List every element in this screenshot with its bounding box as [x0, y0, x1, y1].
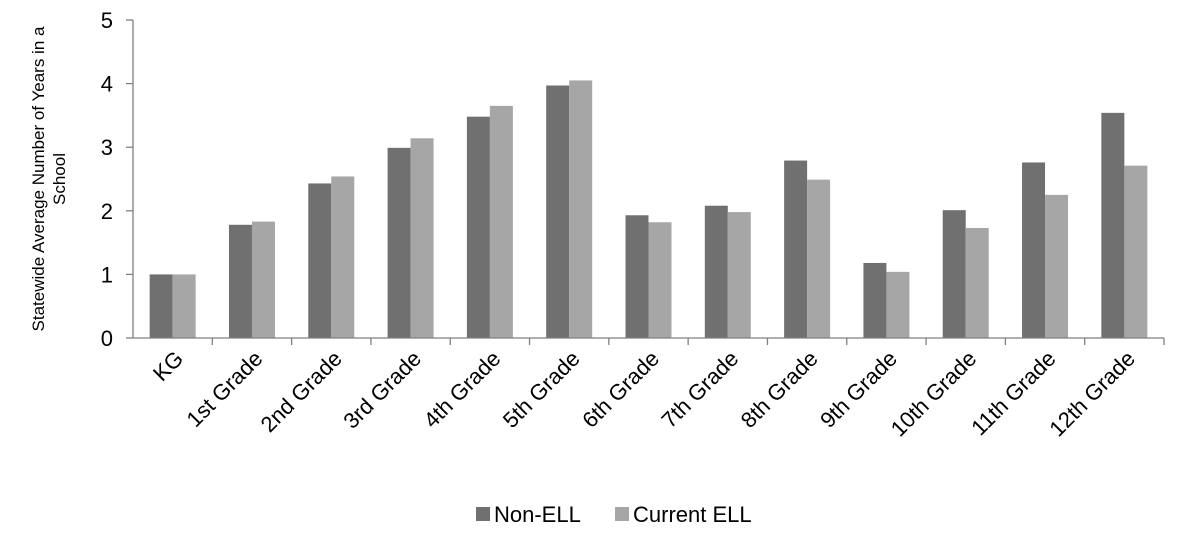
- bar-current-ell: [251, 221, 275, 338]
- bar-current-ell: [172, 274, 196, 338]
- bar-non-ell: [466, 116, 490, 338]
- bar-non-ell: [228, 224, 252, 338]
- bar-current-ell: [569, 80, 593, 339]
- y-tick-label: 4: [101, 72, 113, 97]
- bar-non-ell: [625, 215, 649, 338]
- x-tick-label: 6th Grade: [577, 346, 664, 433]
- bar-non-ell: [784, 160, 808, 338]
- x-tick-label: 4th Grade: [419, 346, 506, 433]
- x-tick-label: 1st Grade: [182, 346, 268, 432]
- legend: Non-ELL Current ELL: [476, 502, 752, 527]
- y-tick-label: 2: [101, 199, 113, 224]
- y-axis-label-group: Statewide Average Number of Years in a Sc…: [29, 26, 69, 331]
- x-tick-label: 8th Grade: [736, 346, 823, 433]
- bar-non-ell: [308, 183, 332, 338]
- bar-current-ell: [807, 179, 831, 338]
- y-tick-label: 5: [101, 8, 113, 33]
- bar-non-ell: [704, 205, 728, 338]
- x-tick-label: 2nd Grade: [256, 346, 347, 437]
- x-tick-label: 10th Grade: [886, 346, 982, 442]
- bar-non-ell: [1101, 112, 1125, 338]
- legend-label: Current ELL: [633, 502, 752, 527]
- bar-current-ell: [1124, 165, 1148, 338]
- bar-current-ell: [410, 138, 434, 338]
- bar-non-ell: [546, 85, 570, 339]
- bar-non-ell: [863, 262, 887, 338]
- bar-current-ell: [965, 227, 989, 338]
- bar-non-ell: [387, 147, 411, 338]
- y-tick-label: 1: [101, 262, 113, 287]
- legend-label: Non-ELL: [494, 502, 581, 527]
- y-tick-label: 3: [101, 135, 113, 160]
- bar-current-ell: [886, 271, 910, 338]
- bars: [149, 80, 1148, 339]
- bar-current-ell: [331, 176, 355, 338]
- y-axis: 0 1 2 3 4 5: [101, 8, 134, 351]
- legend-swatch: [615, 507, 629, 521]
- bar-non-ell: [1022, 162, 1046, 338]
- y-tick-label: 0: [101, 326, 113, 351]
- x-tick-label: 5th Grade: [498, 346, 585, 433]
- bar-non-ell: [149, 274, 173, 338]
- x-tick-label: KG: [148, 346, 188, 386]
- x-tick-label: 3rd Grade: [338, 346, 426, 434]
- legend-swatch: [476, 507, 490, 521]
- y-axis-label: Statewide Average Number of Years in a Sc…: [29, 26, 69, 331]
- bar-current-ell: [1045, 194, 1069, 338]
- bar-current-ell: [648, 222, 672, 338]
- x-tick-label: 12th Grade: [1044, 346, 1140, 442]
- x-tick-label: 7th Grade: [656, 346, 743, 433]
- bar-current-ell: [727, 212, 751, 338]
- bar-current-ell: [489, 105, 513, 338]
- bar-non-ell: [942, 210, 966, 338]
